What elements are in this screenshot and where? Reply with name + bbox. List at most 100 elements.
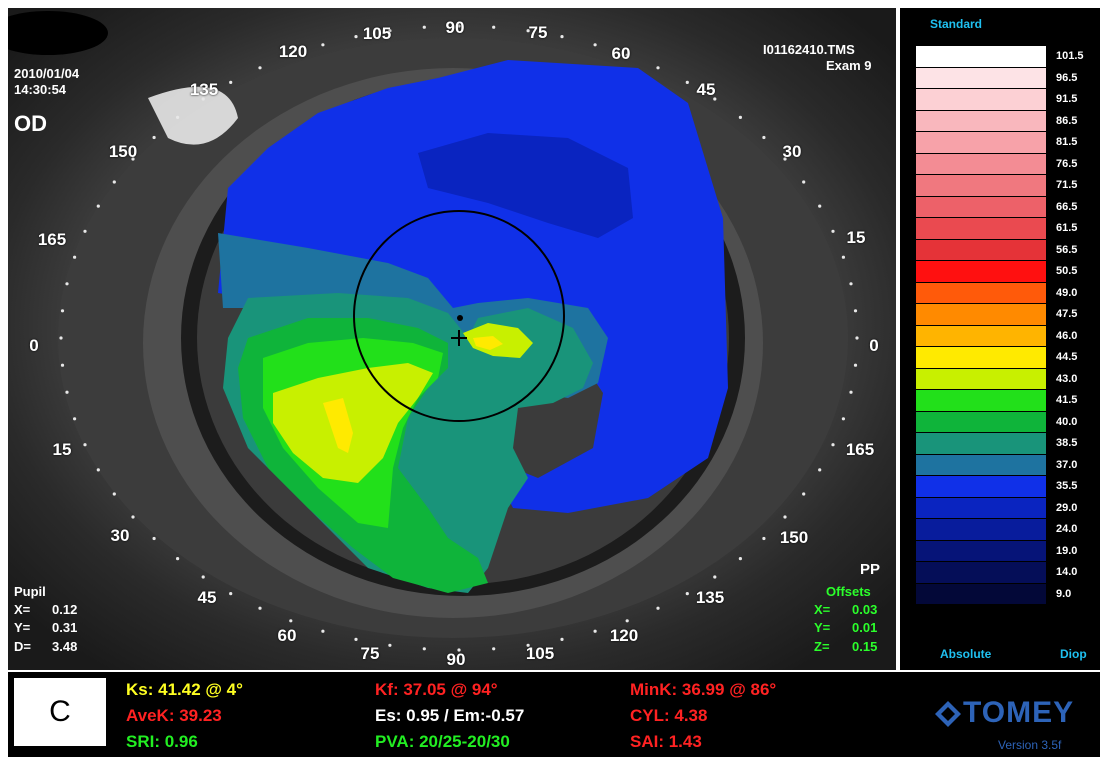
meridian-label: 0 <box>869 336 879 355</box>
meridian-label: 15 <box>52 440 72 459</box>
panel-letter: C <box>14 678 106 746</box>
scale-swatch: 44.5 <box>916 347 1077 369</box>
mink-value: MinK: 36.99 @ 86° <box>630 680 777 699</box>
scale-value-label: 40.0 <box>1056 415 1078 428</box>
color-scale-panel: Standard 101.5 96.5 91.5 86.5 81.5 76.5 71.5 66… <box>900 8 1100 670</box>
tick-dot <box>388 29 392 33</box>
tick-dot <box>783 515 787 519</box>
tick-dot <box>60 363 65 367</box>
tick-dot <box>321 43 325 47</box>
exam-date: 2010/01/04 <box>14 66 80 81</box>
tick-dot <box>560 35 564 39</box>
zone-yellowgreen <box>273 363 433 483</box>
scale-swatch: 56.5 <box>916 239 1077 261</box>
pupil-circle <box>353 210 565 422</box>
scale-value-label: 71.5 <box>1056 179 1078 191</box>
scale-value-label: 43.0 <box>1056 372 1078 385</box>
tick-dot <box>152 135 156 140</box>
tick-dot <box>258 66 262 70</box>
tick-dot <box>783 157 787 161</box>
scale-value-label: 49.0 <box>1056 286 1078 299</box>
tick-dot <box>422 25 426 29</box>
meridian-label: 60 <box>277 626 297 645</box>
tick-dot <box>526 643 530 647</box>
tick-dot <box>83 229 87 233</box>
tick-dot <box>593 629 597 633</box>
meridian-label: 105 <box>362 24 392 43</box>
scale-swatch: 40.0 <box>916 411 1077 433</box>
scale-mode-label[interactable]: Absolute <box>940 647 992 661</box>
tick-dot <box>713 97 717 101</box>
scale-value-label: 56.5 <box>1056 243 1078 256</box>
pupil-center-dot <box>457 315 463 321</box>
tick-dot <box>831 229 835 233</box>
scale-value-label: 19.0 <box>1056 544 1078 557</box>
tick-dot <box>656 606 660 610</box>
tick-dot <box>229 80 233 84</box>
tick-dot <box>112 180 116 184</box>
tick-dot <box>457 648 461 652</box>
scale-type-label[interactable]: Standard <box>930 17 983 31</box>
scale-swatch: 47.5 <box>916 304 1077 326</box>
meridian-label: 90 <box>446 650 466 669</box>
tick-dot <box>65 282 69 286</box>
tick-dot <box>131 157 135 161</box>
es-em-value: Es: 0.95 / Em:-0.57 <box>375 706 525 725</box>
tick-dot <box>802 180 806 184</box>
meridian-label: 150 <box>779 528 809 547</box>
scale-unit-label[interactable]: Diop <box>1060 647 1087 661</box>
meridian-label: 30 <box>782 142 802 161</box>
scale-swatch: 49.0 <box>916 282 1077 304</box>
tick-dot <box>73 417 77 421</box>
tick-dot <box>853 363 858 367</box>
scale-swatch: 96.5 <box>916 67 1077 89</box>
tick-dot <box>656 66 660 70</box>
corneal-map-svg <box>8 8 896 670</box>
scale-swatch: 71.5 <box>916 175 1077 197</box>
scale-swatch: 46.0 <box>916 325 1077 347</box>
tick-dot <box>841 417 846 421</box>
meridian-label: 135 <box>695 588 725 607</box>
zone-yellow-2 <box>473 336 503 350</box>
tick-dot <box>176 115 180 119</box>
scale-value-label: 81.5 <box>1056 136 1078 148</box>
zone-darkblue <box>418 133 633 238</box>
meridian-label: 45 <box>197 588 217 607</box>
tick-dot <box>388 643 392 647</box>
meridian-label: 0 <box>29 336 39 355</box>
meridian-label: 45 <box>696 80 716 99</box>
tick-dot <box>831 443 835 447</box>
tick-dot <box>762 536 766 541</box>
scale-value-label: 101.5 <box>1056 50 1084 62</box>
indices-bar: C Ks: 41.42 @ 4° AveK: 39.23 SRI: 0.96 K… <box>8 672 1100 757</box>
tick-dot <box>258 606 262 610</box>
scale-swatch: 76.5 <box>916 153 1077 175</box>
offset-z-value: 0.15 <box>852 639 878 654</box>
offset-x-value: 0.03 <box>852 602 878 617</box>
scale-value-label: 66.5 <box>1056 200 1078 213</box>
sai-value: SAI: 1.43 <box>630 732 702 751</box>
pupil-x-value: 0.12 <box>52 602 78 617</box>
tomey-logo-icon <box>935 701 961 727</box>
tick-dot <box>152 536 156 541</box>
tick-dot <box>625 619 629 623</box>
tick-dot <box>853 309 858 313</box>
meridian-label: 135 <box>189 80 219 99</box>
tick-dot <box>422 647 426 651</box>
meridian-label: 15 <box>846 228 866 247</box>
file-name: I01162410.TMS <box>763 42 855 57</box>
scale-value-label: 29.0 <box>1056 501 1078 514</box>
offset-y-label: Y= <box>814 620 831 635</box>
topography-zones <box>218 60 728 593</box>
eye-side: OD <box>14 111 47 136</box>
meridian-label: 75 <box>528 23 548 42</box>
meridian-label: 150 <box>108 142 138 161</box>
scale-value-label: 35.5 <box>1056 480 1078 492</box>
tick-dot <box>289 619 293 623</box>
scale-value-label: 76.5 <box>1056 157 1078 170</box>
scale-swatch: 35.5 <box>916 476 1077 498</box>
tick-dot <box>60 309 65 313</box>
scale-value-label: 96.5 <box>1056 71 1078 84</box>
tick-dot <box>354 35 358 39</box>
